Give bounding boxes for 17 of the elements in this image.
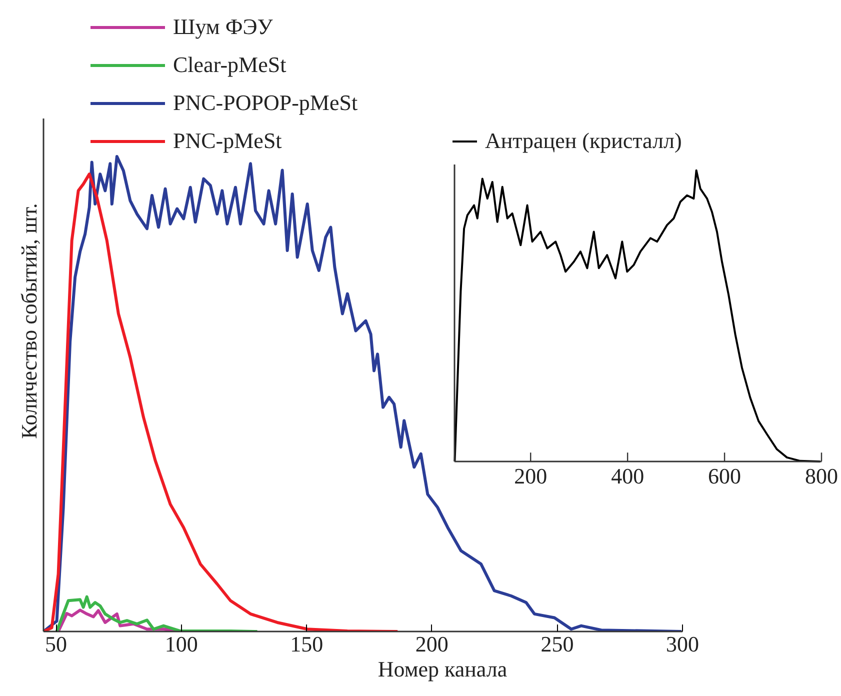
x-tick-label: 600 [708, 464, 742, 488]
x-tick-label: 300 [666, 632, 699, 656]
x-tick-label: 250 [540, 632, 574, 656]
x-tick-label: 100 [164, 632, 198, 656]
x-tick-label: 200 [514, 464, 548, 488]
legend-label: PNC-POPOP-pMeSt [173, 90, 358, 116]
legend-label: Шум ФЭУ [173, 14, 273, 40]
x-tick-label: 400 [611, 464, 644, 488]
x-tick-label: 200 [415, 632, 448, 656]
x-tick-label: 50 [45, 632, 68, 656]
legend-label: Антрацен (кристалл) [485, 128, 682, 154]
legend-label: Clear-pMeSt [173, 52, 286, 78]
y-axis-title: Количество событий, шт. [16, 203, 42, 439]
x-tick-label: 800 [805, 464, 838, 488]
x-tick-label: 150 [290, 632, 324, 656]
legend-label: PNC-pMeSt [173, 128, 282, 154]
x-axis-title: Номер канала [378, 656, 508, 682]
